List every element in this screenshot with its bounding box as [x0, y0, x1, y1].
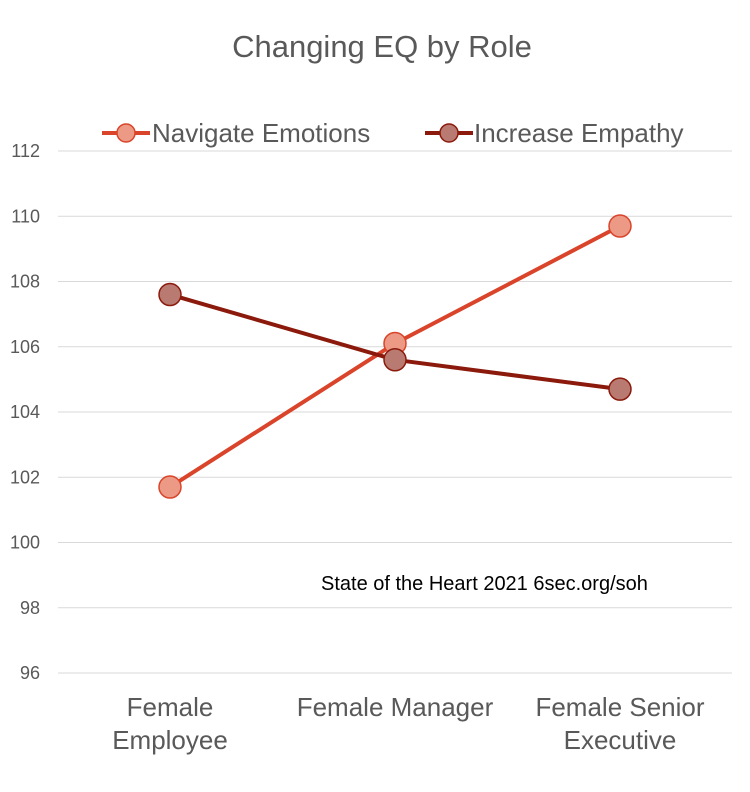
x-axis-categories: Female Employee Female Manager Female Senio… — [112, 692, 705, 755]
legend: Navigate Emotions Increase Empathy — [102, 118, 684, 148]
legend-label: Increase Empathy — [474, 118, 684, 148]
y-tick-label: 112 — [11, 141, 40, 161]
x-category-line: Executive — [564, 725, 677, 755]
y-tick-label: 104 — [10, 402, 40, 422]
series-layer — [158, 214, 632, 499]
y-tick-label: 98 — [20, 598, 40, 618]
legend-swatch-marker — [439, 123, 459, 143]
chart-title: Changing EQ by Role — [232, 29, 532, 64]
y-tick-label: 106 — [10, 337, 40, 357]
x-category-label: Female Employee — [112, 692, 228, 755]
data-point — [608, 214, 632, 238]
data-point — [383, 348, 407, 372]
x-category-line: Female — [127, 692, 214, 722]
x-category-label: Female Senior Executive — [535, 692, 704, 755]
source-annotation: State of the Heart 2021 6sec.org/soh — [321, 573, 648, 595]
x-category-label: Female Manager — [297, 692, 494, 722]
legend-label: Navigate Emotions — [152, 118, 370, 148]
y-tick-label: 108 — [10, 272, 40, 292]
y-tick-label: 110 — [11, 206, 40, 226]
data-point — [158, 475, 182, 499]
x-category-line: Female Senior — [535, 692, 704, 722]
y-tick-label: 96 — [20, 663, 40, 683]
y-tick-label: 102 — [10, 467, 40, 487]
legend-swatch-marker — [116, 123, 136, 143]
x-category-line: Employee — [112, 725, 228, 755]
x-category-line: Female Manager — [297, 692, 494, 722]
y-axis-ticks: 96 98 100 102 104 106 108 110 112 — [10, 141, 40, 683]
y-tick-label: 100 — [10, 533, 40, 553]
data-point — [608, 377, 632, 401]
data-point — [158, 282, 182, 307]
